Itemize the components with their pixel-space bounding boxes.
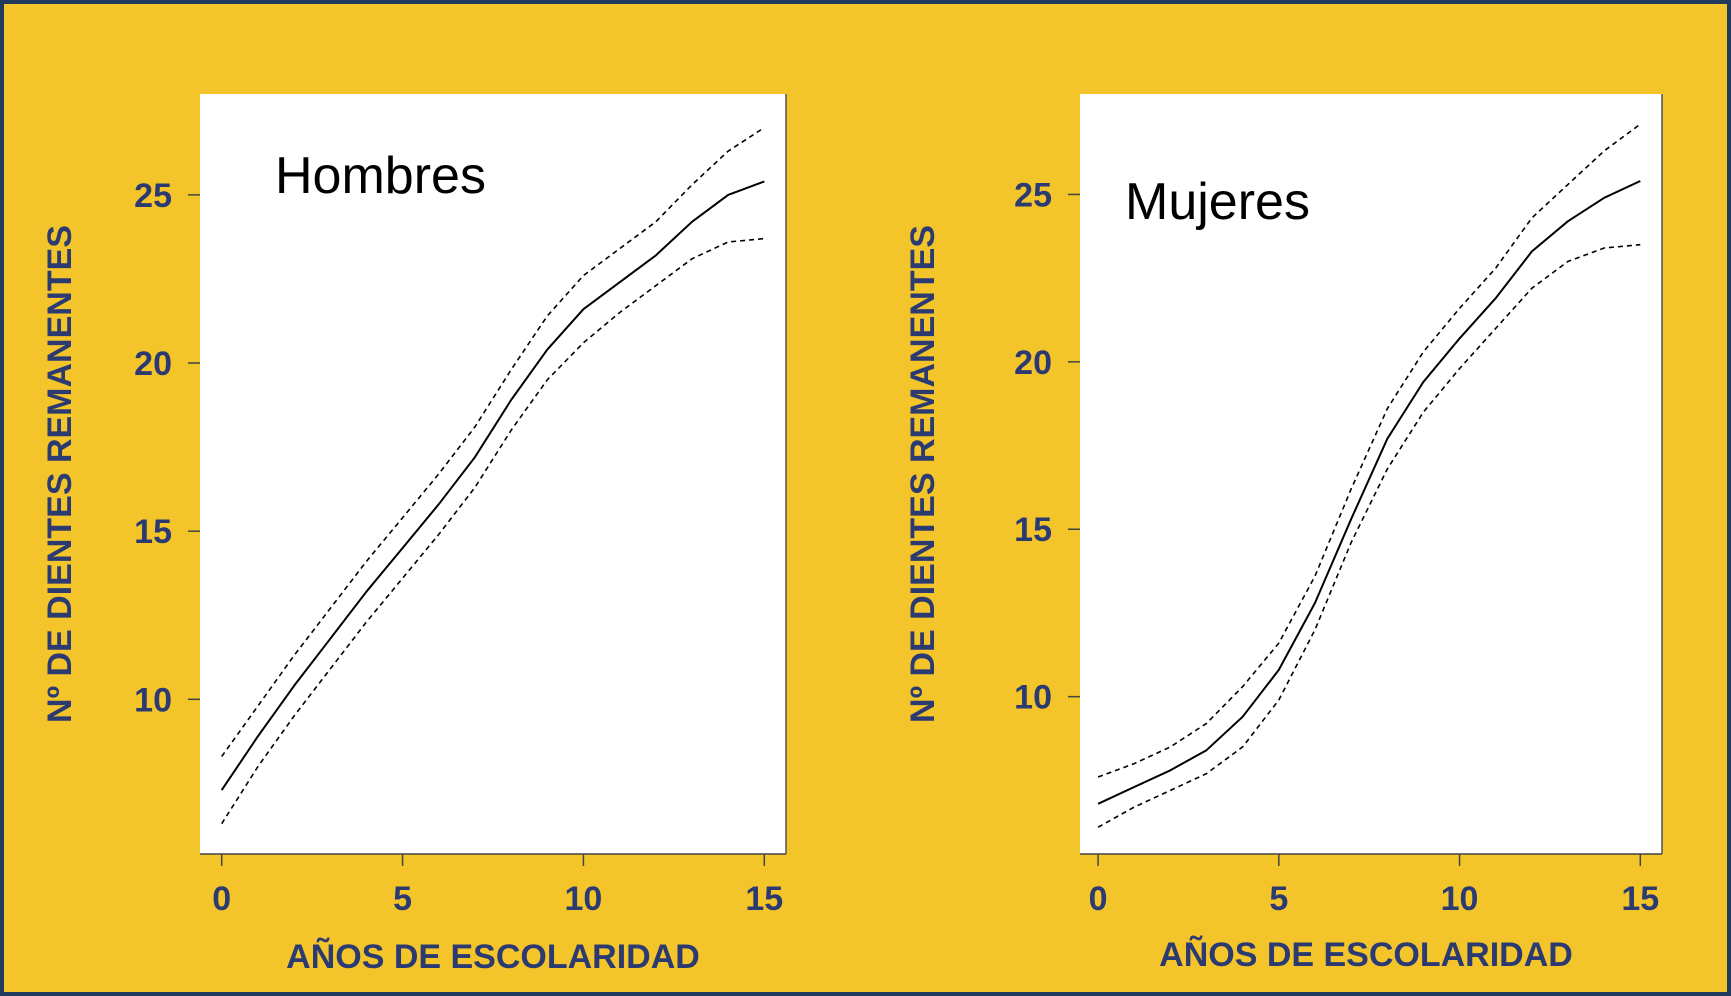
lower-confidence-curve <box>1097 243 1641 828</box>
panel-title: Mujeres <box>1125 173 1310 231</box>
y-tick-label: 15 <box>134 513 172 551</box>
x-tick-label: 10 <box>1441 880 1479 918</box>
x-axis-label: AÑOS DE ESCOLARIDAD <box>286 938 700 976</box>
x-tick-label: 15 <box>745 880 783 918</box>
y-axis-label: Nº DE DIENTES REMANENTES <box>904 225 942 723</box>
y-tick-label: 10 <box>134 681 172 719</box>
y-tick-label: 20 <box>134 345 172 383</box>
x-tick-label: 5 <box>1269 880 1288 918</box>
curves <box>1097 123 1641 828</box>
y-tick-label: 20 <box>1014 344 1052 382</box>
y-axis-label: Nº DE DIENTES REMANENTES <box>41 225 79 723</box>
x-tick-label: 15 <box>1621 880 1659 918</box>
estimate-curve <box>220 180 765 791</box>
panel-title: Hombres <box>275 147 486 205</box>
y-tick-label: 25 <box>134 177 172 215</box>
y-ticks: 10 15 20 25 <box>134 177 200 719</box>
x-tick-label: 5 <box>393 880 412 918</box>
y-tick-label: 15 <box>1014 511 1052 549</box>
x-tick-label: 0 <box>212 880 231 918</box>
y-ticks: 10 15 20 25 <box>1014 176 1080 717</box>
y-tick-label: 10 <box>1014 679 1052 717</box>
x-tick-label: 10 <box>565 880 603 918</box>
x-axis-label: AÑOS DE ESCOLARIDAD <box>1159 936 1573 974</box>
x-ticks: 0 5 10 15 <box>212 854 783 918</box>
chart-hombres: Hombres AÑOS DE ESCOLARIDAD Nº DE DIENTE… <box>41 94 787 976</box>
curves <box>220 126 765 825</box>
y-tick-label: 25 <box>1014 176 1052 214</box>
x-ticks: 0 5 10 15 <box>1089 854 1659 918</box>
plot-area <box>200 94 786 854</box>
chart-mujeres: Mujeres AÑOS DE ESCOLARIDAD Nº DE DIENTE… <box>904 94 1663 974</box>
estimate-curve <box>1097 180 1641 805</box>
upper-confidence-curve <box>221 126 765 757</box>
x-tick-label: 0 <box>1089 880 1108 918</box>
upper-confidence-curve <box>1097 123 1641 778</box>
